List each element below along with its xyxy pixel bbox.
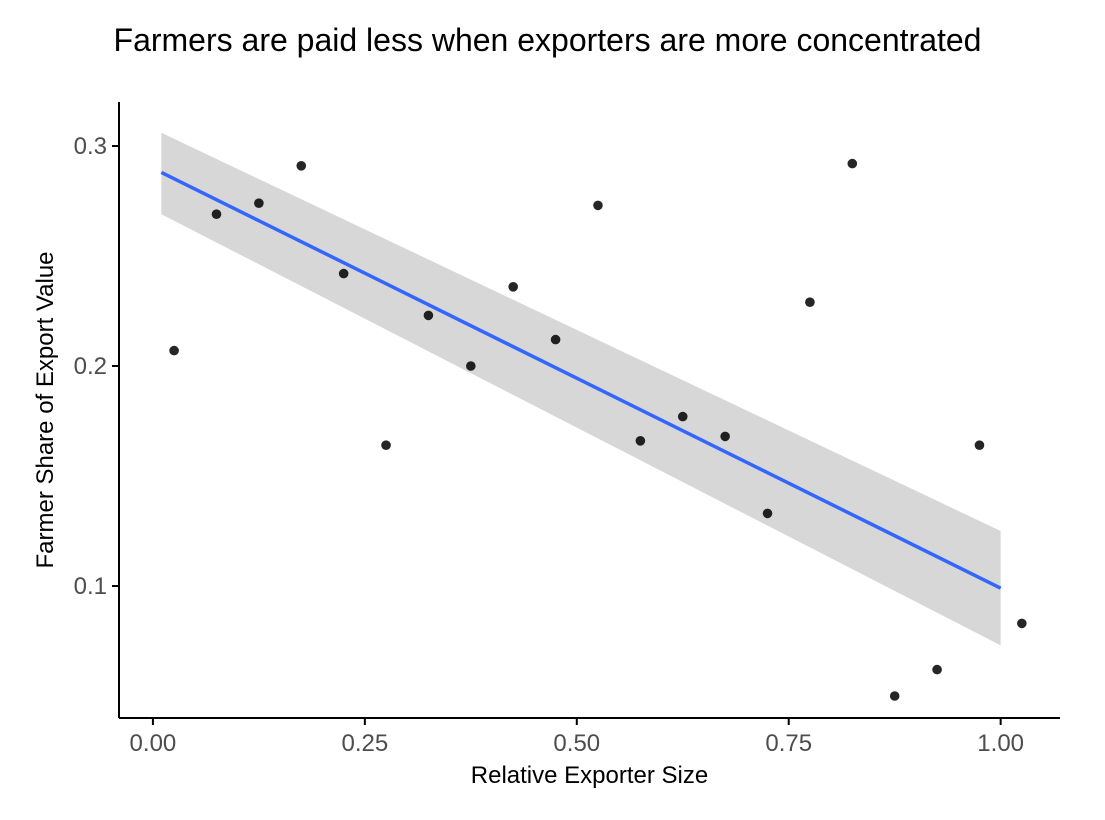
y-tick-label: 0.2	[74, 353, 107, 380]
confidence-band-layer	[161, 132, 1001, 646]
x-tick-label: 0.50	[553, 730, 600, 757]
data-point-1	[169, 345, 179, 356]
y-tick-label: 0.1	[74, 573, 107, 600]
data-point-10	[550, 334, 561, 345]
y-tick-label: 0.3	[74, 133, 107, 160]
data-point-15	[762, 508, 773, 519]
data-point-16	[805, 297, 815, 308]
data-point-3	[254, 198, 264, 208]
regression-line-layer	[160, 170, 1002, 590]
data-point-5	[338, 268, 349, 279]
y-axis-title: Farmer Share of Export Value	[32, 251, 59, 568]
data-point-12	[635, 436, 646, 446]
chart-title: Farmers are paid less when exporters are…	[113, 22, 982, 58]
data-point-19	[932, 664, 942, 675]
data-point-9	[508, 282, 519, 292]
data-point-14	[720, 431, 730, 442]
axes-layer: 0.00 0.25 0.50 0.75 1.00 0.1 0.2 0.3	[74, 102, 1060, 757]
regression-line	[160, 170, 1002, 590]
x-tick-label: 0.75	[765, 730, 812, 757]
data-point-13	[677, 411, 688, 422]
data-point-4	[296, 161, 307, 171]
data-point-11	[593, 200, 603, 211]
data-point-7	[423, 310, 434, 321]
x-tick-label: 0.00	[130, 730, 177, 757]
x-axis-title: Relative Exporter Size	[471, 762, 708, 789]
data-point-8	[466, 361, 476, 371]
confidence-band	[161, 132, 1001, 646]
data-point-6	[381, 440, 391, 451]
data-point-17	[847, 158, 858, 169]
data-point-21	[1017, 618, 1027, 629]
data-point-2	[211, 209, 222, 219]
x-tick-label: 1.00	[977, 730, 1024, 757]
data-point-18	[889, 691, 900, 701]
points-layer	[169, 158, 1027, 701]
data-point-20	[974, 440, 985, 451]
x-tick-label: 0.25	[341, 730, 388, 757]
